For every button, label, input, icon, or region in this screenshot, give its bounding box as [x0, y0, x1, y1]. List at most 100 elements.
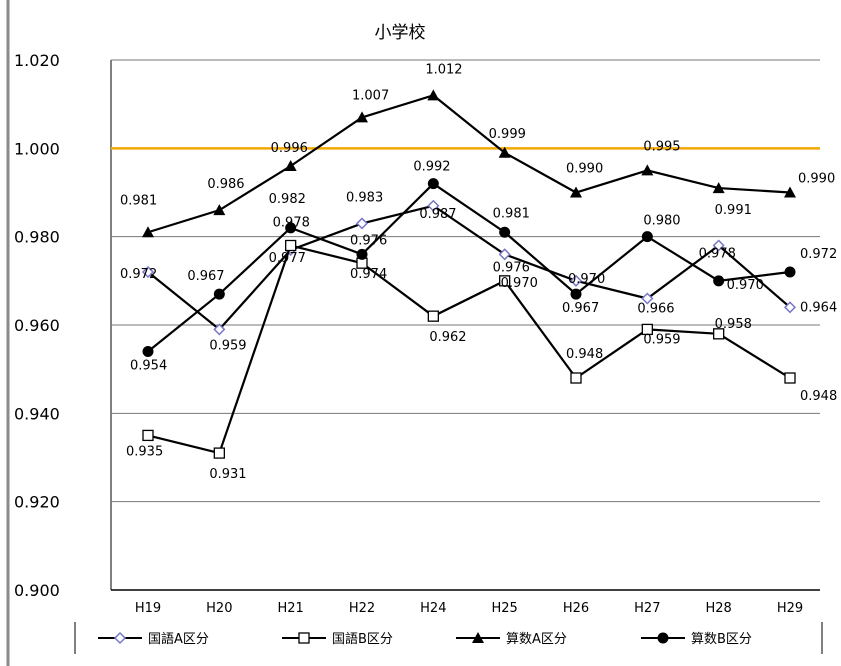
series-group: [141, 89, 797, 459]
data-label: 0.980: [643, 214, 680, 229]
triangle-marker: [427, 89, 440, 101]
data-label: 0.981: [120, 193, 157, 208]
legend-label: 国語B区分: [332, 631, 393, 647]
x-tick-label: H28: [706, 601, 732, 616]
y-tick-label: 0.940: [14, 404, 60, 423]
data-labels: 0.9720.9590.9770.9830.9870.9760.9700.966…: [120, 62, 837, 482]
series-3: [142, 89, 796, 238]
data-label: 0.987: [419, 207, 456, 222]
data-label: 0.999: [489, 127, 526, 142]
circle-marker: [142, 346, 154, 357]
legend-item-4: 算数B区分: [641, 632, 752, 647]
grid-lines: [6, 0, 820, 666]
data-label: 0.948: [800, 389, 837, 404]
data-label: 0.967: [562, 301, 599, 316]
square-marker: [142, 429, 154, 442]
data-label: 0.991: [715, 203, 752, 218]
circle-marker: [641, 231, 653, 243]
data-label: 1.007: [352, 88, 389, 103]
legend-item-3: 算数A区分: [456, 632, 567, 647]
series-line: [147, 182, 791, 353]
series-line: [147, 94, 791, 234]
square-marker: [298, 632, 310, 644]
data-label: 0.978: [273, 216, 310, 231]
diamond-marker: [141, 265, 155, 279]
legend-label: 国語A区分: [148, 631, 209, 647]
x-tick-label: H21: [278, 601, 304, 616]
series-2: [142, 239, 796, 459]
data-label: 0.970: [727, 278, 764, 293]
circle-marker: [356, 248, 368, 260]
square-marker: [641, 323, 653, 336]
diamond-marker: [113, 631, 127, 645]
circle-marker: [213, 288, 225, 300]
data-label: 0.990: [566, 162, 603, 177]
square-marker: [784, 372, 796, 384]
x-axis: H19 H20 H21 H22 H24 H25 H26 H27 H28 H29: [135, 601, 803, 616]
square-marker: [427, 310, 439, 322]
triangle-marker: [213, 204, 226, 216]
diamond-marker: [783, 301, 797, 314]
data-label: 0.983: [346, 190, 383, 205]
data-label: 0.992: [413, 160, 450, 175]
triangle-marker: [784, 186, 796, 198]
data-label: 0.931: [209, 467, 246, 482]
data-label: 0.972: [120, 267, 157, 282]
series-4-labels: 0.954 0.967 0.982 0.976 0.992 0.981 0.967 0.980…: [130, 160, 837, 374]
square-marker: [213, 447, 225, 459]
y-axis: 0.900 0.920 0.940 0.960 0.980 1.000 1.020: [14, 51, 60, 600]
y-tick-label: 0.920: [14, 493, 60, 512]
data-label: 0.990: [798, 172, 835, 187]
data-label: 0.966: [637, 302, 674, 317]
y-tick-label: 0.960: [14, 316, 60, 335]
triangle-marker: [284, 160, 297, 171]
series-line: [147, 204, 791, 331]
x-tick-label: H27: [634, 601, 660, 616]
series-2-labels: 0.935 0.931 0.978 0.974 0.962 0.970 0.948 0.959…: [126, 216, 837, 483]
legend: 国語A区分 国語B区分 算数A区分 算数B区分: [74, 622, 823, 654]
x-tick-label: H20: [206, 601, 232, 616]
circle-marker: [285, 222, 297, 234]
diamond-marker: [427, 199, 440, 212]
series-1: [141, 199, 797, 336]
data-label: 0.967: [187, 269, 224, 284]
legend-item-1: 国語A区分: [98, 631, 209, 647]
data-label: 0.982: [269, 192, 306, 207]
data-label: 0.976: [493, 260, 530, 275]
data-label: 0.964: [800, 300, 837, 315]
square-marker: [499, 275, 511, 287]
series-3-labels: 0.981 0.986 0.996 1.007 1.012 0.999 0.990 0.995…: [120, 62, 835, 218]
legend-label: 算数B区分: [691, 632, 752, 647]
circle-marker: [499, 226, 511, 238]
y-tick-label: 0.980: [14, 228, 60, 247]
diamond-marker: [569, 274, 583, 287]
chart-title: 小学校: [375, 23, 426, 43]
triangle-marker: [498, 146, 511, 158]
triangle-marker: [356, 111, 368, 123]
data-label: 0.959: [643, 332, 680, 347]
y-tick-label: 1.020: [14, 51, 60, 70]
data-label: 0.962: [429, 330, 466, 345]
legend-label: 算数A区分: [506, 632, 567, 647]
series-4: [142, 178, 796, 357]
x-tick-label: H19: [135, 601, 161, 616]
data-label: 0.948: [566, 347, 603, 362]
y-tick-label: 1.000: [14, 139, 60, 158]
square-marker: [285, 239, 297, 252]
x-tick-label: H24: [420, 601, 446, 616]
diamond-marker: [498, 248, 511, 261]
diamond-marker: [355, 217, 369, 230]
square-marker: [713, 328, 725, 340]
data-label: 0.974: [350, 267, 387, 282]
series-line: [147, 244, 791, 455]
diamond-marker: [213, 323, 226, 336]
x-tick-label: H29: [777, 601, 803, 616]
x-tick-label: H25: [492, 601, 518, 616]
data-label: 1.012: [425, 62, 462, 77]
data-label: 0.970: [501, 276, 538, 291]
x-tick-label: H22: [349, 601, 375, 616]
data-label: 0.986: [207, 177, 244, 192]
series-1-labels: 0.9720.9590.9770.9830.9870.9760.9700.966…: [120, 190, 837, 353]
data-label: 0.970: [568, 272, 605, 287]
